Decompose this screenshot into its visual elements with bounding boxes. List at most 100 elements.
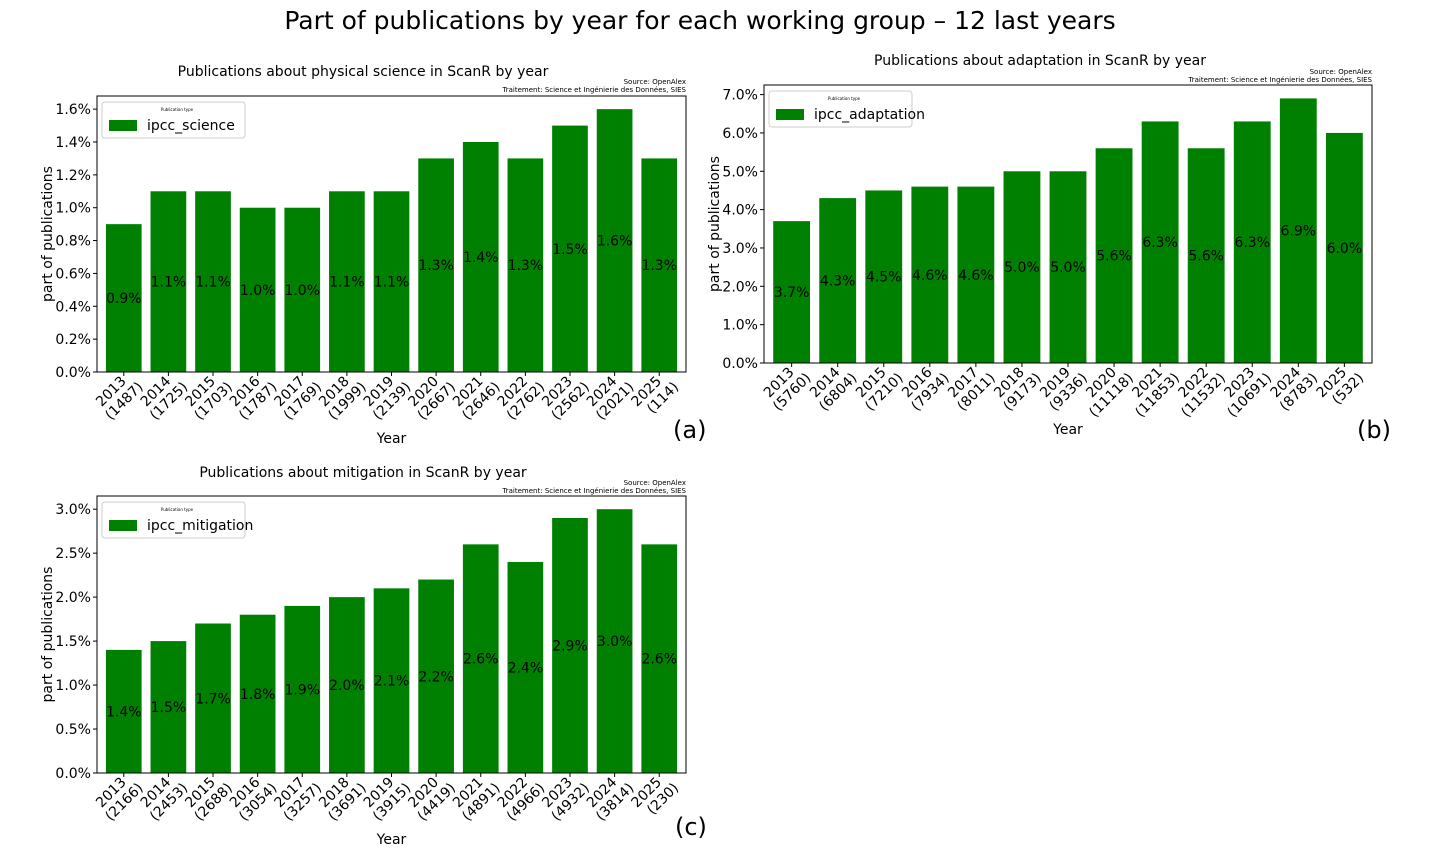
bar-11 <box>596 109 633 373</box>
bar-12 <box>641 544 678 773</box>
legend-label: ipcc_adaptation <box>814 107 925 123</box>
bar-6 <box>373 191 410 372</box>
x-tick-label: 2014(1725) <box>136 368 192 424</box>
x-tick-label: 2025(230) <box>629 769 682 822</box>
data-label-4: 1.9% <box>284 682 320 698</box>
data-label-12: 6.0% <box>1327 241 1363 257</box>
legend-box <box>101 501 246 539</box>
y-tick-label: 0.4% <box>55 299 91 315</box>
y-tick-label: 7.0% <box>722 88 758 104</box>
y-tick-label: 0.0% <box>55 365 91 381</box>
data-label-1: 1.1% <box>151 275 187 291</box>
treatment-text: Traitement: Science et Ingénierie des Do… <box>502 86 687 94</box>
bar-8 <box>1141 121 1179 364</box>
bar-1 <box>819 198 857 363</box>
data-label-10: 6.3% <box>1234 235 1270 251</box>
x-tick-label: 2013(1487) <box>91 368 147 424</box>
x-tick-label: 2020(11118) <box>1075 359 1137 421</box>
bar-7 <box>1095 148 1133 363</box>
bar-12 <box>641 158 678 372</box>
y-tick-label: 0.2% <box>55 332 91 348</box>
data-label-11: 6.9% <box>1281 224 1317 240</box>
bar-9 <box>1187 148 1225 363</box>
bar-1 <box>150 641 187 773</box>
legend-swatch <box>109 120 137 131</box>
bar-2 <box>195 623 231 773</box>
y-tick-label: 1.2% <box>55 168 91 184</box>
x-axis-label: Year <box>376 832 407 848</box>
data-label-5: 1.1% <box>329 275 365 291</box>
data-label-1: 1.5% <box>151 700 187 716</box>
x-axis-label: Year <box>376 431 407 447</box>
data-label-6: 2.1% <box>374 674 410 690</box>
x-tick-label: 2022(11532) <box>1167 359 1229 421</box>
bar-0 <box>773 221 811 363</box>
data-label-2: 1.1% <box>195 275 231 291</box>
x-tick-label: 2024(8783) <box>1266 359 1322 415</box>
chart-title: Publications about physical science in S… <box>178 64 549 80</box>
data-label-3: 1.8% <box>240 687 276 703</box>
bar-4 <box>284 605 321 773</box>
y-tick-label: 6.0% <box>722 126 758 142</box>
x-tick-label: 2018(3691) <box>314 769 370 825</box>
y-tick-label: 1.5% <box>55 634 91 650</box>
x-tick-label: 2014(2453) <box>136 769 192 825</box>
y-tick-label: 0.5% <box>55 722 91 738</box>
data-label-2: 1.7% <box>195 691 231 707</box>
data-label-6: 5.0% <box>1050 260 1086 276</box>
x-tick-label: 2015(1703) <box>180 368 236 424</box>
bar-11 <box>596 509 633 773</box>
x-tick-label: 2021(11853) <box>1121 359 1183 421</box>
data-label-7: 2.2% <box>418 669 454 685</box>
x-tick-label: 2013(5760) <box>759 359 815 415</box>
data-label-0: 0.9% <box>106 291 142 307</box>
data-label-2: 4.5% <box>866 270 902 286</box>
source-text: Source: OpenAlex <box>624 78 686 86</box>
x-tick-label: 2016(3054) <box>225 769 281 825</box>
y-axis-label: part of publications <box>40 166 56 302</box>
bar-11 <box>1279 98 1317 364</box>
legend-title: Publication type <box>828 96 861 101</box>
x-tick-label: 2019(3915) <box>359 769 415 825</box>
y-tick-label: 2.0% <box>55 590 91 606</box>
panel-label-a: (a) <box>673 416 707 444</box>
x-tick-label: 2023(10691) <box>1213 359 1275 421</box>
bar-10 <box>552 125 588 372</box>
bar-6 <box>373 588 410 773</box>
legend-swatch <box>776 109 804 120</box>
data-label-8: 6.3% <box>1142 235 1178 251</box>
y-tick-label: 0.8% <box>55 234 91 250</box>
x-tick-label: 2024(2021) <box>582 368 638 424</box>
y-tick-label: 1.0% <box>55 678 91 694</box>
x-tick-label: 2014(6804) <box>805 359 861 415</box>
bar-8 <box>462 544 499 773</box>
panel-label-c: (c) <box>675 813 707 841</box>
bar-0 <box>105 649 142 773</box>
legend-box <box>768 90 913 128</box>
y-tick-label: 1.0% <box>55 201 91 217</box>
data-label-0: 1.4% <box>106 704 142 720</box>
treatment-text: Traitement: Science et Ingénierie des Do… <box>502 487 687 495</box>
y-tick-label: 1.4% <box>55 135 91 151</box>
x-tick-label: 2025(532) <box>1314 359 1367 412</box>
chart-b: Publications about adaptation in ScanR b… <box>707 53 1373 438</box>
legend-label: ipcc_mitigation <box>147 518 253 534</box>
bar-4 <box>284 207 321 372</box>
bar-3 <box>239 207 276 372</box>
data-label-5: 5.0% <box>1004 260 1040 276</box>
bar-3 <box>239 614 276 773</box>
x-tick-label: 2021(4891) <box>448 769 504 825</box>
treatment-text: Traitement: Science et Ingénierie des Do… <box>1188 76 1373 84</box>
y-tick-label: 0.0% <box>55 766 91 782</box>
bar-5 <box>329 597 365 773</box>
x-tick-label: 2023(2562) <box>537 368 593 424</box>
x-tick-label: 2019(9336) <box>1035 359 1091 415</box>
bar-2 <box>195 191 231 372</box>
y-tick-label: 1.0% <box>722 318 758 334</box>
legend-swatch <box>109 520 137 531</box>
data-label-9: 5.6% <box>1188 249 1224 265</box>
data-label-11: 1.6% <box>597 234 633 250</box>
data-label-0: 3.7% <box>774 285 810 301</box>
legend-title: Publication type <box>161 507 194 512</box>
bar-6 <box>1049 171 1087 363</box>
